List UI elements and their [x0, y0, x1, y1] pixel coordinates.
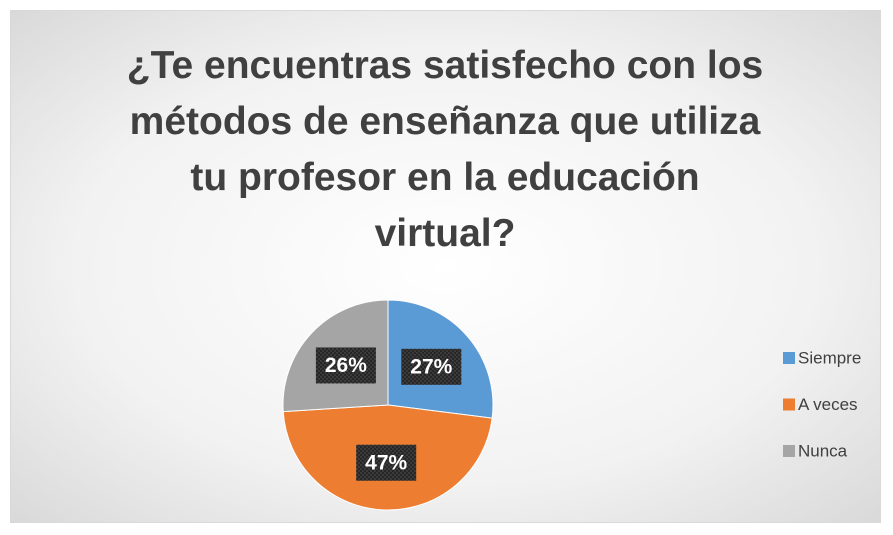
legend-label: Nunca [798, 441, 848, 460]
chart-title: ¿Te encuentras satisfecho con los método… [126, 44, 764, 255]
legend-label: A veces [798, 395, 858, 414]
data-label-box [401, 348, 462, 385]
data-label: 26% [325, 354, 367, 377]
legend-label: Siempre [798, 348, 861, 367]
data-label-box [356, 444, 417, 481]
legend-swatch [783, 352, 795, 364]
data-label: 47% [365, 451, 407, 474]
legend-swatch [783, 398, 795, 411]
data-label-box [315, 347, 376, 384]
data-label: 27% [410, 355, 452, 378]
legend-swatch [783, 445, 795, 457]
